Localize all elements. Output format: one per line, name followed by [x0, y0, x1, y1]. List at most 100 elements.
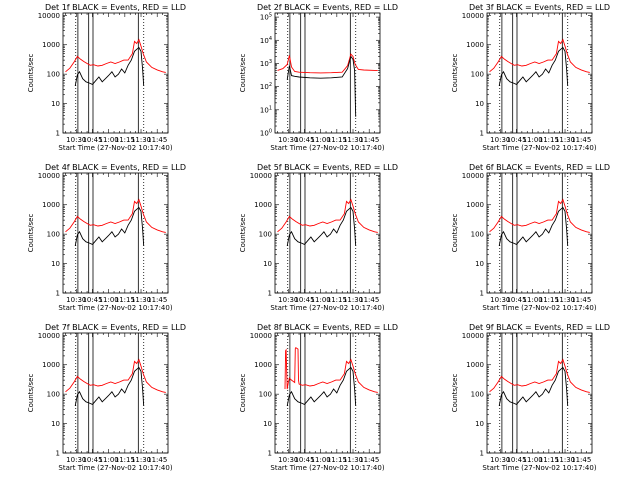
y-axis-label: Counts/sec	[239, 54, 247, 93]
y-tick-base: 10	[260, 14, 269, 22]
plot-frame	[274, 332, 381, 454]
x-tick-label: 10:30	[278, 296, 298, 304]
panel-det-9: Det 9f BLACK = Events, RED = LLD 1 10 100 10…	[451, 323, 610, 472]
y-tick-exponent: 5	[269, 13, 272, 19]
y-tick-label: 105	[260, 13, 272, 22]
y-tick-label: 1	[56, 290, 60, 298]
x-tick-label: 11:15	[327, 136, 347, 144]
plot-frame	[274, 172, 381, 294]
x-tick-label: 10:30	[278, 136, 298, 144]
panel-title: Det 9f BLACK = Events, RED = LLD	[469, 323, 610, 332]
plot-frame	[62, 12, 169, 134]
lld-series-line	[489, 358, 590, 393]
x-tick-label: 11:15	[539, 136, 559, 144]
y-tick-label: 10	[475, 420, 484, 428]
x-tick-label: 11:45	[359, 456, 379, 464]
y-axis-label: Counts/sec	[451, 54, 459, 93]
x-tick-label: 10:45	[294, 296, 314, 304]
panel-title: Det 4f BLACK = Events, RED = LLD	[45, 163, 186, 172]
x-tick-label: 11:30	[555, 136, 575, 144]
y-tick-label: 100	[471, 71, 484, 79]
y-tick-label: 1	[268, 450, 272, 458]
y-tick-base: 10	[260, 106, 269, 114]
y-tick-exponent: 1	[269, 105, 272, 111]
x-tick-label: 10:30	[66, 456, 86, 464]
y-tick-exponent: 3	[269, 59, 272, 65]
x-tick-label: 11:15	[115, 296, 135, 304]
x-tick-label: 11:30	[343, 456, 363, 464]
lld-series-line	[65, 198, 166, 233]
y-tick-label: 101	[260, 105, 272, 114]
x-tick-label: 10:45	[82, 456, 102, 464]
y-tick-label: 1	[268, 290, 272, 298]
y-tick-label: 100	[471, 391, 484, 399]
plot-frame	[274, 12, 381, 134]
x-tick-label: 11:15	[539, 296, 559, 304]
x-tick-label: 10:45	[506, 136, 526, 144]
y-tick-label: 10	[263, 260, 272, 268]
lld-series-line	[65, 38, 166, 73]
x-tick-label: 10:45	[294, 456, 314, 464]
x-tick-label: 11:30	[555, 456, 575, 464]
y-tick-label: 10000	[250, 172, 272, 180]
panel-title: Det 8f BLACK = Events, RED = LLD	[257, 323, 398, 332]
y-tick-label: 10000	[462, 172, 484, 180]
x-tick-label: 11:30	[555, 296, 575, 304]
y-axis-label: Counts/sec	[27, 374, 35, 413]
x-tick-label: 10:30	[66, 296, 86, 304]
events-series-line	[74, 46, 145, 86]
x-axis-label: Start Time (27-Nov-02 10:17:40)	[270, 144, 384, 152]
events-series-line	[74, 206, 145, 246]
y-tick-label: 100	[259, 391, 272, 399]
y-tick-label: 1000	[466, 41, 484, 49]
y-tick-label: 10	[51, 260, 60, 268]
panel-det-4: Det 4f BLACK = Events, RED = LLD 1 10 100 10…	[27, 163, 186, 312]
y-tick-label: 1000	[254, 361, 272, 369]
x-tick-label: 11:00	[99, 296, 119, 304]
y-tick-label: 1	[480, 130, 484, 138]
plot-frame	[486, 332, 593, 454]
y-axis-label: Counts/sec	[451, 374, 459, 413]
y-tick-label: 10	[263, 420, 272, 428]
y-axis-label: Counts/sec	[451, 214, 459, 253]
x-tick-label: 10:30	[490, 136, 510, 144]
x-tick-label: 10:45	[294, 136, 314, 144]
x-axis-label: Start Time (27-Nov-02 10:17:40)	[482, 464, 596, 472]
y-tick-label: 1	[56, 130, 60, 138]
panel-det-5: Det 5f BLACK = Events, RED = LLD 1 10 100 10…	[239, 163, 398, 312]
x-tick-label: 11:00	[311, 456, 331, 464]
panel-det-2: Det 2f BLACK = Events, RED = LLD10010110…	[239, 3, 398, 152]
x-axis-label: Start Time (27-Nov-02 10:17:40)	[58, 464, 172, 472]
y-tick-label: 100	[47, 391, 60, 399]
x-tick-label: 11:45	[571, 136, 591, 144]
y-tick-label: 10000	[38, 12, 60, 20]
x-tick-label: 11:30	[343, 136, 363, 144]
x-tick-label: 11:00	[311, 296, 331, 304]
y-tick-base: 10	[260, 60, 269, 68]
x-tick-label: 11:30	[131, 456, 151, 464]
y-tick-label: 100	[47, 71, 60, 79]
x-tick-label: 11:45	[147, 296, 167, 304]
y-tick-label: 10000	[462, 12, 484, 20]
x-tick-label: 10:45	[506, 456, 526, 464]
y-tick-label: 100	[471, 231, 484, 239]
y-tick-label: 10000	[38, 172, 60, 180]
y-tick-label: 1000	[466, 201, 484, 209]
y-tick-label: 1000	[42, 41, 60, 49]
plot-frame	[62, 332, 169, 454]
events-series-line	[498, 366, 569, 406]
x-tick-label: 11:00	[99, 136, 119, 144]
y-tick-label: 1	[480, 450, 484, 458]
x-tick-label: 11:45	[147, 136, 167, 144]
x-tick-label: 11:00	[523, 456, 543, 464]
panel-title: Det 2f BLACK = Events, RED = LLD	[257, 3, 398, 12]
y-tick-label: 10	[475, 260, 484, 268]
y-axis-label: Counts/sec	[27, 214, 35, 253]
y-tick-base: 10	[260, 37, 269, 45]
y-tick-label: 10000	[250, 332, 272, 340]
x-axis-label: Start Time (27-Nov-02 10:17:40)	[482, 144, 596, 152]
panel-det-8: Det 8f BLACK = Events, RED = LLD 1 10 100 10…	[239, 323, 398, 472]
lld-series-line	[284, 347, 378, 393]
x-tick-label: 11:15	[327, 456, 347, 464]
lld-series-line	[277, 53, 378, 74]
